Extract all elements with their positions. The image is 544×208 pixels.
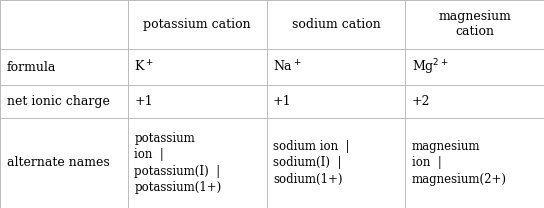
Text: +2: +2: [412, 95, 430, 108]
Text: +1: +1: [134, 95, 153, 108]
Text: Na$^+$: Na$^+$: [273, 59, 302, 75]
Text: sodium ion  |
sodium(I)  |
sodium(1+): sodium ion | sodium(I) | sodium(1+): [273, 140, 350, 186]
Text: sodium cation: sodium cation: [292, 18, 380, 31]
Text: net ionic charge: net ionic charge: [7, 95, 109, 108]
Text: potassium cation: potassium cation: [144, 18, 251, 31]
Text: magnesium
cation: magnesium cation: [438, 10, 511, 38]
Text: magnesium
ion  |
magnesium(2+): magnesium ion | magnesium(2+): [412, 140, 507, 186]
Text: formula: formula: [7, 61, 56, 74]
Text: Mg$^{2+}$: Mg$^{2+}$: [412, 57, 448, 77]
Text: alternate names: alternate names: [7, 156, 109, 169]
Text: potassium
ion  |
potassium(I)  |
potassium(1+): potassium ion | potassium(I) | potassium…: [134, 131, 221, 194]
Text: +1: +1: [273, 95, 292, 108]
Text: K$^+$: K$^+$: [134, 59, 154, 75]
